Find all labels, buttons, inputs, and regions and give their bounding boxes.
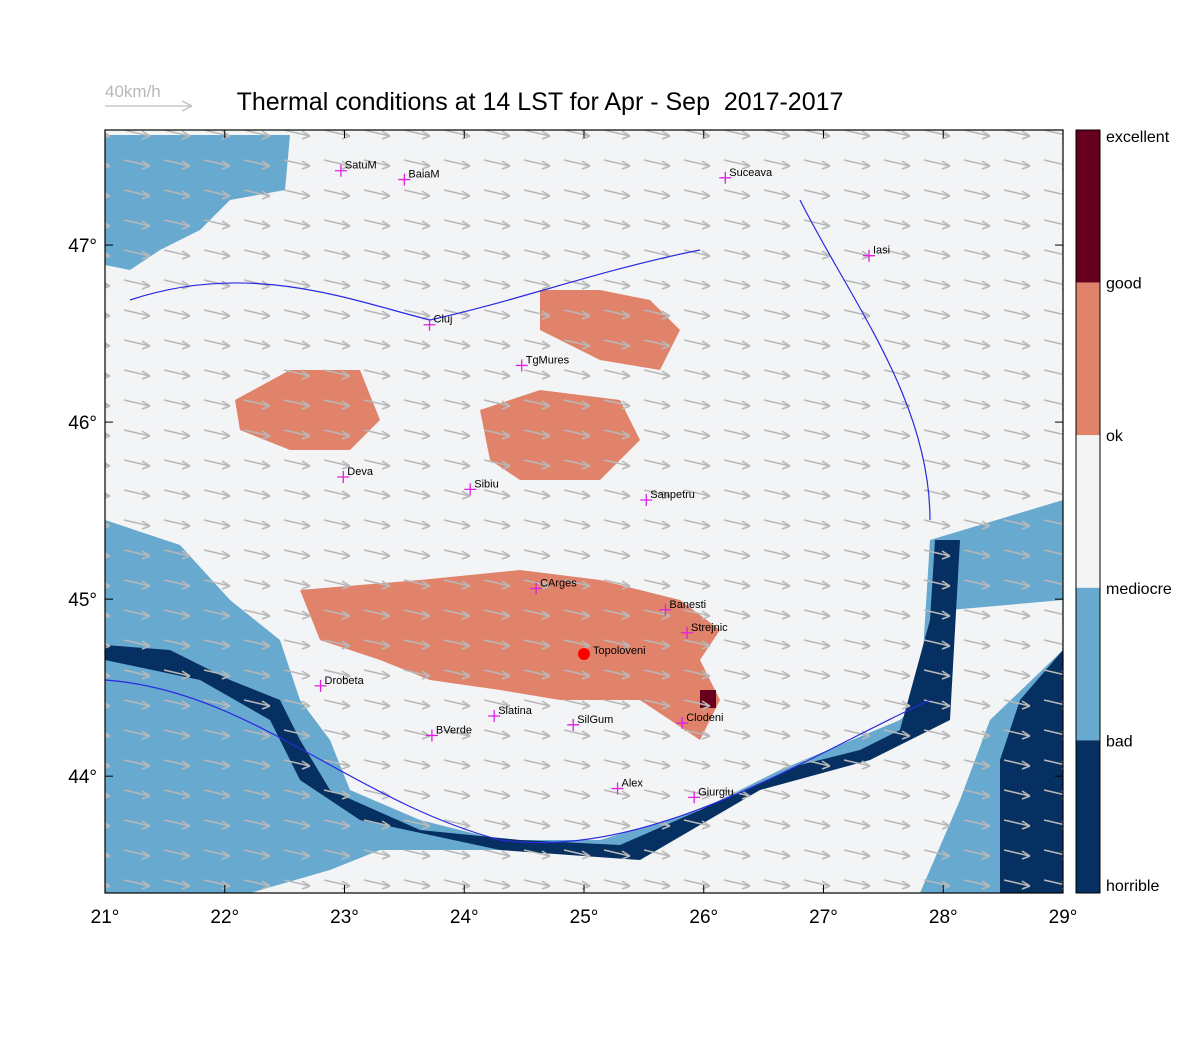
city-marker: [464, 483, 477, 496]
city-marker: [640, 493, 653, 506]
city-marker: [680, 626, 693, 639]
colorbar-segment: [1076, 282, 1100, 436]
city-marker: [423, 318, 436, 331]
city-label: CArges: [540, 578, 577, 590]
colorbar-segment: [1076, 435, 1100, 588]
colorbar-frame: [1075, 129, 1101, 894]
x-tick-label: 23°: [330, 907, 359, 928]
city-marker: [611, 782, 624, 795]
city-marker: [688, 791, 701, 804]
city-label: BVerde: [436, 724, 472, 736]
city-marker: [530, 582, 543, 595]
x-tick-label: 24°: [450, 907, 479, 928]
colorbar-segment: [1076, 130, 1100, 283]
map-title: Thermal conditions at 14 LST for Apr - S…: [237, 88, 844, 116]
y-tick-label: 46°: [68, 413, 97, 434]
city-label: Banesti: [669, 599, 706, 611]
city-label: Deva: [347, 466, 374, 478]
city-marker: [567, 718, 580, 731]
city-label: Giurgiu: [698, 786, 733, 798]
colorbar-segment: [1076, 740, 1100, 893]
city-marker: [659, 603, 672, 616]
city-marker: [863, 249, 876, 262]
wind-scale-label: 40km/h: [105, 82, 161, 101]
colorbar-label: mediocre: [1106, 581, 1172, 598]
colorbar-label: good: [1106, 276, 1142, 293]
colorbar-label: excellent: [1106, 129, 1170, 146]
city-label: Strejnic: [691, 622, 728, 634]
y-tick-label: 44°: [68, 767, 97, 788]
city-label: Drobeta: [325, 675, 365, 687]
x-tick-label: 26°: [689, 907, 718, 928]
station-label: Topoloveni: [593, 645, 646, 657]
city-marker: [425, 729, 438, 742]
city-label: SilGum: [577, 714, 613, 726]
x-tick-label: 22°: [210, 907, 239, 928]
wind-scale-arrow: [105, 100, 193, 112]
city-marker: [314, 679, 327, 692]
x-tick-label: 28°: [929, 907, 958, 928]
colorbar-label: horrible: [1106, 878, 1159, 895]
city-marker: [676, 717, 689, 730]
city-marker: [515, 359, 528, 372]
city-marker: [488, 709, 501, 722]
x-tick-label: 27°: [809, 907, 838, 928]
city-label: SatuM: [345, 160, 377, 172]
city-label: TgMures: [526, 354, 570, 366]
x-tick-label: 25°: [570, 907, 599, 928]
city-marker: [719, 171, 732, 184]
x-tick-label: 21°: [91, 907, 120, 928]
colorbar-label: bad: [1106, 733, 1133, 750]
city-label: Slatina: [498, 705, 533, 717]
city-label: BaiaM: [408, 169, 439, 181]
map-field: [105, 130, 1063, 893]
city-label: Iasi: [873, 245, 890, 257]
city-marker: [334, 164, 347, 177]
city-label: Cluj: [434, 314, 453, 326]
x-tick-label: 29°: [1049, 907, 1078, 928]
y-tick-label: 45°: [68, 590, 97, 611]
city-label: Sibiu: [474, 478, 498, 490]
city-label: Sanpetru: [650, 489, 695, 501]
city-marker: [398, 173, 411, 186]
colorbar-segment: [1076, 587, 1100, 741]
y-tick-label: 47°: [68, 236, 97, 257]
station-marker: [578, 648, 590, 661]
city-marker: [337, 470, 350, 483]
city-label: Suceava: [729, 167, 773, 179]
city-label: Clodeni: [686, 712, 723, 724]
city-label: Alex: [622, 778, 644, 790]
colorbar-label: ok: [1106, 428, 1124, 445]
colorbar: excellent good ok mediocre bad horrible: [1075, 129, 1172, 895]
wind-vectors: [105, 130, 1063, 893]
